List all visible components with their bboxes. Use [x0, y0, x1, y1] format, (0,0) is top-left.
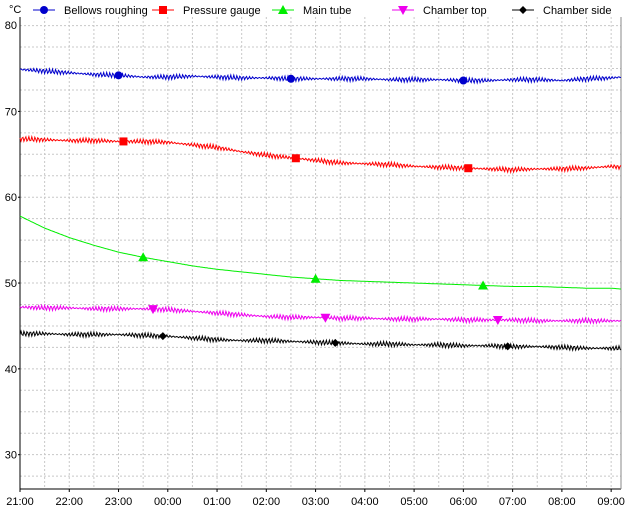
series-marker: [464, 164, 473, 173]
series-group: [19, 303, 622, 325]
legend-item: Main tube: [272, 5, 351, 17]
series-marker: [291, 154, 300, 163]
legend-item: Chamber side: [512, 5, 611, 17]
series-group: [19, 67, 622, 85]
legend-label: Pressure gauge: [183, 5, 261, 17]
legend: Bellows roughing Pressure gauge Main tube C…: [33, 5, 611, 17]
series-marker: [138, 252, 149, 262]
x-tick-label: 21:00: [6, 496, 34, 508]
x-tick-label: 08:00: [548, 496, 576, 508]
x-tick-label: 03:00: [302, 496, 330, 508]
series-line: [19, 67, 622, 85]
series-marker: [148, 305, 159, 315]
series-marker: [310, 273, 321, 283]
series-marker: [492, 315, 503, 325]
series-marker: [503, 342, 512, 351]
series-layer: [19, 67, 622, 352]
series-group: [19, 329, 622, 352]
series-marker: [119, 137, 128, 146]
series-group: [19, 134, 622, 175]
axis-layer: 30 40 50 60 70 °C 80 21:00 22:00 23:00 00:00 01:00 0…: [5, 4, 625, 508]
y-tick-label: 30: [5, 450, 17, 462]
y-tick-label: 70: [5, 106, 17, 118]
series-group: [19, 215, 621, 290]
x-tick-label: 02:00: [253, 496, 281, 508]
series-line: [19, 329, 622, 352]
x-tick-label: 23:00: [105, 496, 133, 508]
y-axis-unit-label: °C: [9, 4, 21, 16]
legend-label: Bellows roughing: [64, 5, 148, 17]
y-tick-label: 60: [5, 192, 17, 204]
series-marker: [320, 313, 331, 323]
legend-item: Bellows roughing: [33, 5, 148, 17]
legend-marker: [519, 6, 527, 14]
x-tick-label: 04:00: [351, 496, 379, 508]
legend-marker: [40, 6, 48, 14]
legend-label: Chamber top: [423, 5, 487, 17]
series-marker: [459, 76, 468, 85]
y-tick-label: 50: [5, 278, 17, 290]
legend-label: Chamber side: [543, 5, 611, 17]
y-tick-label: 80: [5, 20, 17, 32]
x-tick-label: 09:00: [597, 496, 625, 508]
legend-item: Pressure gauge: [152, 5, 261, 17]
x-tick-label: 07:00: [499, 496, 527, 508]
series-marker: [286, 74, 295, 83]
x-tick-label: 01:00: [203, 496, 231, 508]
grid-layer: [20, 17, 621, 489]
x-tick-label: 00:00: [154, 496, 182, 508]
legend-label: Main tube: [303, 5, 351, 17]
x-tick-label: 06:00: [450, 496, 478, 508]
series-marker: [114, 71, 123, 80]
series-marker: [478, 280, 489, 290]
y-tick-label: 40: [5, 364, 17, 376]
series-marker: [158, 332, 167, 341]
legend-marker: [278, 5, 288, 14]
x-tick-label: 22:00: [55, 496, 83, 508]
series-line: [19, 215, 621, 290]
legend-marker: [398, 6, 408, 15]
series-marker: [331, 338, 340, 347]
legend-marker: [159, 6, 167, 14]
legend-item: Chamber top: [392, 5, 487, 17]
series-line: [19, 303, 622, 325]
x-tick-label: 05:00: [400, 496, 428, 508]
